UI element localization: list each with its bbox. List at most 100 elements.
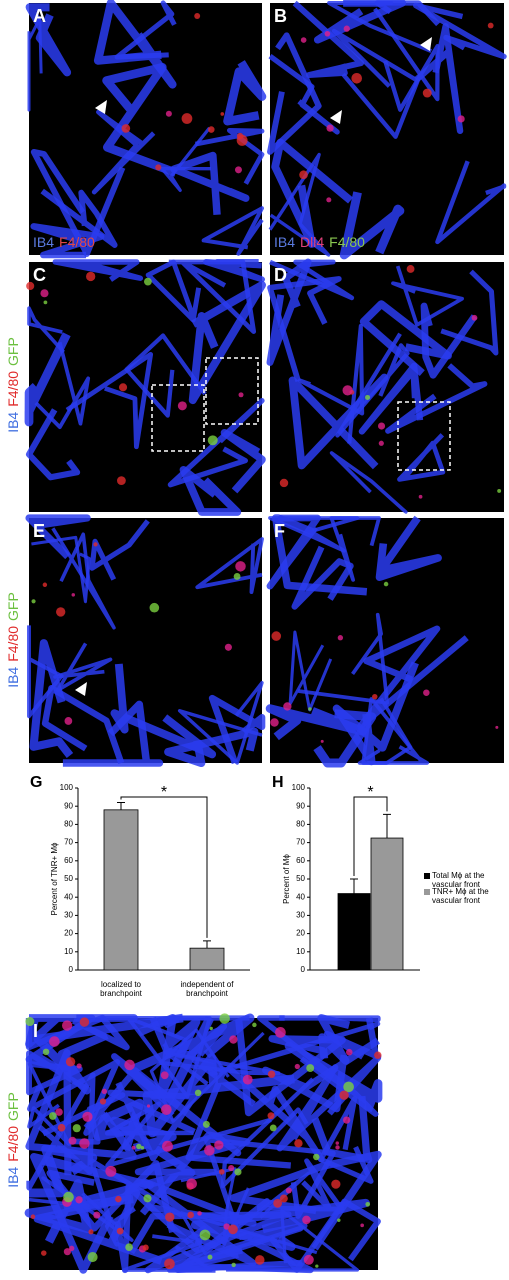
cell	[209, 1026, 213, 1031]
legend-swatch	[424, 873, 430, 879]
cell	[337, 1218, 341, 1222]
cell	[144, 277, 152, 286]
cell	[374, 1051, 382, 1059]
cell	[302, 1215, 311, 1225]
vessel	[62, 1116, 196, 1211]
cell	[194, 13, 201, 20]
cell	[365, 394, 371, 400]
cell	[43, 300, 48, 305]
legend-label: TNR+ Mϕ at the vascular front	[432, 887, 489, 905]
vessel	[31, 535, 91, 604]
cell	[164, 1258, 175, 1270]
vessel	[114, 0, 177, 60]
cell	[326, 197, 332, 203]
vessel	[397, 433, 446, 482]
legend-box: TNR+ Mϕ at the vascular front	[432, 887, 489, 905]
cell	[181, 113, 193, 124]
cell	[41, 1250, 47, 1256]
cell	[320, 739, 324, 743]
cell	[273, 1198, 283, 1208]
y-tick-label: 10	[64, 947, 73, 956]
vessel	[167, 397, 265, 488]
y-tick-label: 70	[296, 838, 305, 847]
cell	[63, 1248, 72, 1256]
vessel	[292, 0, 365, 79]
stain-name: F4/80	[5, 626, 21, 662]
stain-name: GFP	[5, 592, 21, 621]
vessel	[203, 259, 265, 283]
cell	[269, 1124, 277, 1132]
cell	[218, 1168, 225, 1175]
vessel	[27, 625, 64, 719]
panel-letter: D	[274, 265, 287, 285]
legend-label: Total Mϕ at the vascular front	[432, 871, 485, 889]
cell	[119, 383, 128, 392]
panel-letter: E	[33, 521, 45, 541]
cell	[267, 1070, 276, 1078]
vessel	[271, 514, 368, 596]
vessel	[26, 1050, 88, 1096]
cell	[229, 1035, 238, 1044]
vessel	[30, 223, 105, 259]
cell	[279, 1194, 288, 1203]
y-tick-label: 20	[296, 929, 305, 938]
cell	[267, 1112, 275, 1120]
cell	[49, 1036, 60, 1047]
cell	[197, 1211, 202, 1216]
x-tick-label: localized to branchpoint	[100, 980, 142, 998]
cell	[418, 494, 423, 499]
vessel	[190, 1198, 370, 1251]
vessel	[110, 663, 217, 759]
cell	[204, 1145, 215, 1156]
bar	[103, 809, 139, 971]
stain-label: IB4 F4/80 GFP	[5, 337, 21, 433]
cell	[238, 392, 244, 398]
legend-box: Total Mϕ at the vascular front	[432, 871, 485, 889]
cell	[214, 1140, 224, 1150]
cell	[155, 164, 162, 171]
vessel	[145, 259, 202, 323]
cell	[75, 1196, 83, 1204]
cell	[252, 1022, 257, 1028]
vessel	[225, 1065, 325, 1163]
y-tick-label: 100	[60, 783, 74, 792]
panel-letter: B	[274, 6, 287, 26]
vessel	[188, 281, 266, 405]
cell	[285, 1187, 292, 1194]
vessel	[25, 408, 81, 481]
vessel	[167, 1225, 304, 1273]
cell	[136, 1143, 142, 1150]
vessel	[24, 332, 71, 427]
panel-letter: A	[33, 6, 46, 26]
cell	[177, 401, 187, 411]
error-bar	[350, 878, 358, 894]
cell	[99, 1098, 107, 1105]
cell	[324, 30, 331, 37]
vessel	[220, 428, 266, 494]
cell	[69, 1245, 75, 1251]
bar	[370, 837, 404, 971]
cell	[161, 1104, 172, 1115]
cell	[117, 476, 126, 485]
arrowhead	[420, 37, 432, 51]
cell	[236, 134, 248, 146]
micrograph	[267, 0, 507, 260]
vessel	[391, 265, 464, 327]
cell	[79, 1138, 90, 1149]
micrograph	[25, 0, 267, 259]
cell	[71, 593, 76, 597]
cell	[115, 1195, 122, 1203]
cell	[299, 170, 308, 180]
arrowhead	[95, 100, 107, 114]
y-tick-label: 70	[64, 838, 73, 847]
cell	[279, 478, 289, 488]
cell	[48, 1112, 57, 1120]
cell	[140, 1145, 145, 1150]
vessel	[268, 516, 360, 553]
zoom-box	[397, 401, 451, 471]
cell	[68, 1136, 77, 1145]
y-tick-label: 20	[64, 929, 73, 938]
legend-swatch	[424, 889, 430, 895]
vessel	[329, 451, 408, 514]
